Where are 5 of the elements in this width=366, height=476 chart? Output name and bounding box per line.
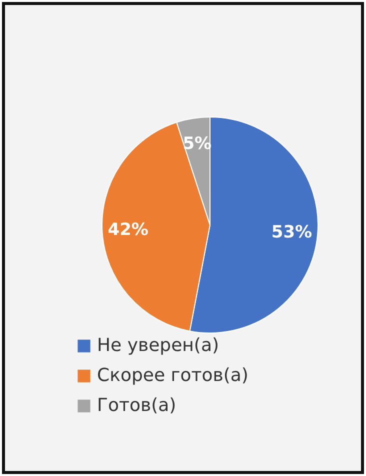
legend-label: Не уверен(а) <box>97 335 220 356</box>
legend-label: Готов(а) <box>97 395 176 416</box>
legend-label: Скорее готов(а) <box>97 365 248 386</box>
data-label: 53% <box>271 222 312 243</box>
data-label: 42% <box>108 220 148 240</box>
